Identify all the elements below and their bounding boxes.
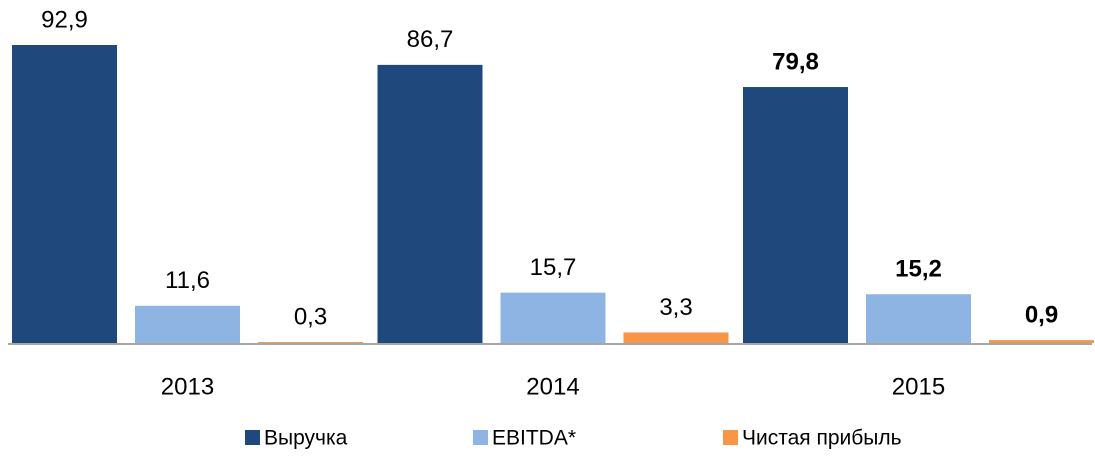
legend-swatch: [723, 430, 738, 445]
bar: [743, 87, 848, 343]
value-label: 79,8: [772, 48, 819, 75]
bar: [12, 45, 117, 343]
legend-swatch: [473, 430, 488, 445]
value-label: 86,7: [407, 26, 454, 53]
bar: [258, 342, 363, 344]
value-label: 0,9: [1025, 301, 1058, 328]
x-tick-label: 2015: [892, 373, 945, 400]
bar: [135, 305, 240, 343]
value-label: 3,3: [659, 294, 692, 321]
value-label: 92,9: [41, 6, 88, 33]
bar: [623, 332, 729, 343]
bar: [500, 292, 606, 343]
bar: [377, 64, 483, 343]
value-label: 0,3: [294, 303, 327, 330]
legend-swatch: [245, 430, 260, 445]
value-label: 15,2: [895, 256, 942, 283]
bar: [989, 340, 1094, 343]
x-tick-label: 2013: [161, 373, 214, 400]
bar: [866, 294, 971, 343]
legend-label: Выручка: [264, 427, 348, 450]
x-tick-label: 2014: [526, 373, 579, 400]
legend-label: Чистая прибыль: [742, 427, 902, 450]
value-label: 15,7: [530, 254, 577, 281]
legend-label: EBITDA*: [492, 427, 576, 450]
value-label: 11,6: [165, 267, 210, 294]
